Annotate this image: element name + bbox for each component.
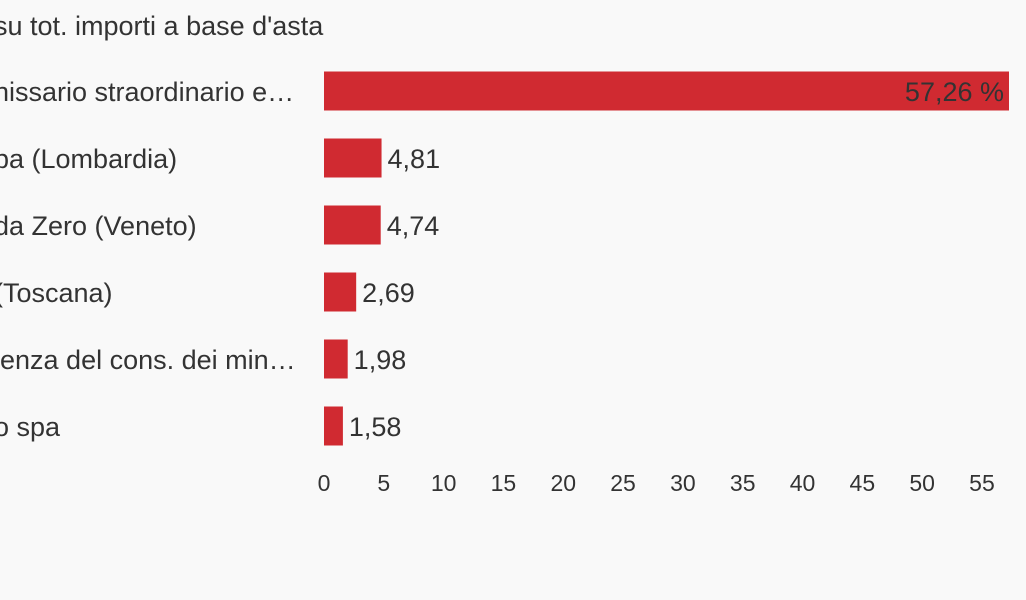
value-label: 1,98 <box>354 345 407 375</box>
bar <box>324 406 343 446</box>
x-tick-label: 15 <box>491 470 517 496</box>
x-tick-label: 25 <box>610 470 636 496</box>
x-tick-label: 10 <box>431 470 457 496</box>
value-label: 4,81 <box>388 144 441 174</box>
bar <box>324 205 381 245</box>
category-label: o spa <box>0 412 61 442</box>
bar <box>324 272 357 312</box>
bar <box>324 138 382 178</box>
category-label: da Zero (Veneto) <box>0 211 197 241</box>
x-tick-label: 40 <box>790 470 816 496</box>
x-tick-label: 5 <box>377 470 390 496</box>
x-tick-label: 0 <box>318 470 331 496</box>
x-tick-label: 30 <box>670 470 696 496</box>
value-label: 1,58 <box>349 412 402 442</box>
category-label: (Toscana) <box>0 278 113 308</box>
x-tick-label: 50 <box>909 470 935 496</box>
x-tick-label: 55 <box>969 470 995 496</box>
category-label: lenza del cons. dei min… <box>0 345 296 375</box>
x-tick-label: 35 <box>730 470 756 496</box>
bar <box>324 339 348 379</box>
bar <box>324 71 1009 111</box>
value-label: 57,26 % <box>905 77 1004 107</box>
x-tick-label: 45 <box>850 470 876 496</box>
x-tick-label: 20 <box>550 470 576 496</box>
category-label: pa (Lombardia) <box>0 144 177 174</box>
chart-title: su tot. importi a base d'asta <box>0 11 324 41</box>
value-label: 2,69 <box>362 278 415 308</box>
category-label: nissario straordinario e… <box>0 77 294 107</box>
value-label: 4,74 <box>387 211 440 241</box>
